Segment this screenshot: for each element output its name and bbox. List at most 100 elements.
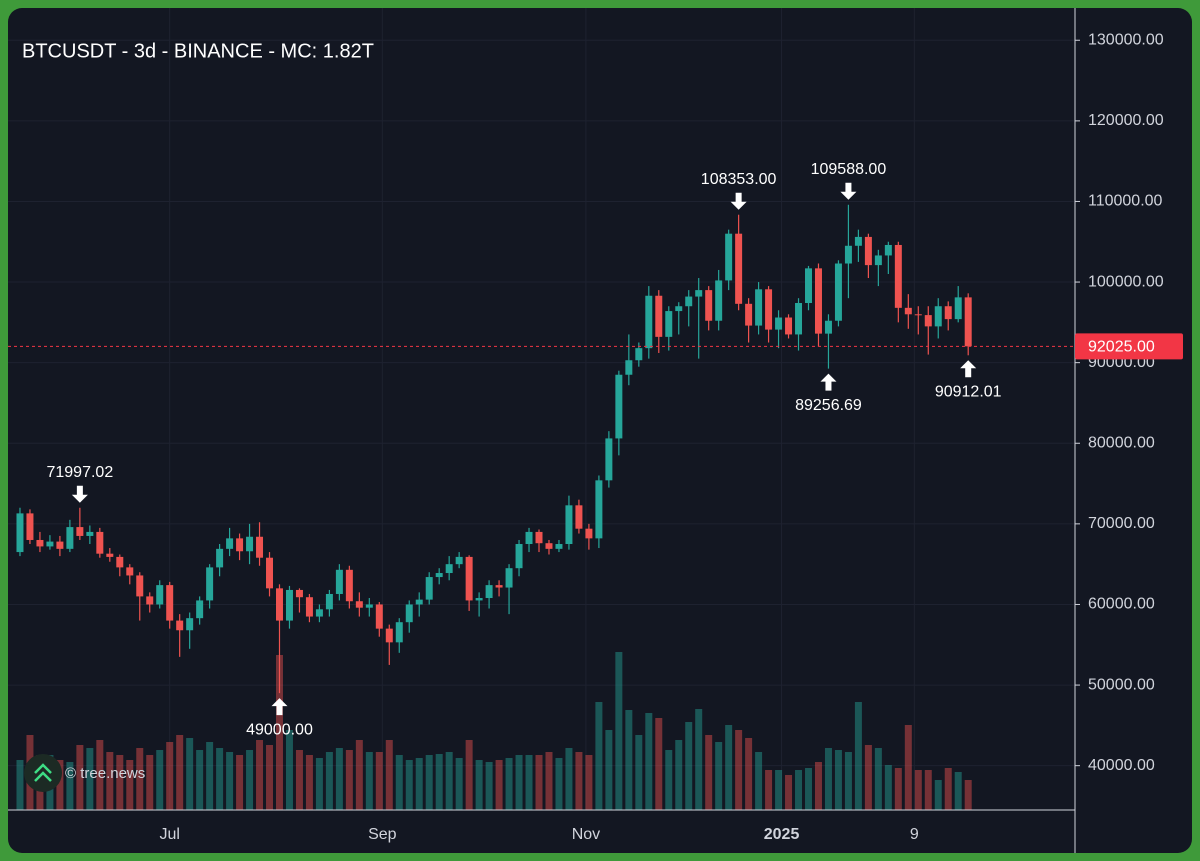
candle-body — [854, 236, 862, 246]
volume-bar — [106, 752, 114, 810]
candle-body — [884, 244, 892, 256]
volume-bar — [575, 752, 583, 810]
volume-layer — [16, 652, 972, 810]
volume-bar — [146, 755, 154, 810]
volume-bar — [355, 740, 363, 810]
volume-bar — [775, 770, 783, 810]
volume-bar — [395, 755, 403, 810]
volume-bar — [206, 742, 214, 810]
candle-body — [705, 290, 713, 321]
candle-body — [635, 348, 643, 361]
candle-body — [136, 575, 144, 597]
annotation-label: 108353.00 — [701, 171, 777, 188]
candle-body — [166, 585, 174, 621]
candle-body — [236, 538, 244, 552]
volume-bar — [435, 754, 443, 810]
volume-bar — [96, 740, 104, 810]
x-tick-label: Nov — [572, 826, 600, 843]
volume-bar — [914, 770, 922, 810]
candle-body — [116, 556, 124, 568]
annotation-arrow — [820, 373, 837, 391]
candle-body — [455, 556, 463, 565]
chart-frame: 71997.02 49000.00 108353.00 109588.00 89256.… — [8, 8, 1192, 853]
candle-body — [964, 297, 972, 347]
candle-body — [585, 528, 593, 539]
candle-body — [725, 233, 733, 281]
volume-bar — [555, 758, 563, 810]
annotation-label: 89256.69 — [795, 397, 862, 414]
y-tick-label: 80000.00 — [1088, 434, 1155, 451]
candle-body — [805, 268, 812, 304]
candle-body — [46, 541, 54, 547]
candle-body — [196, 600, 204, 619]
candle-body — [106, 553, 114, 557]
candle-body — [295, 589, 303, 598]
volume-bar — [445, 752, 453, 810]
volume-bar — [295, 750, 303, 810]
volume-bar — [56, 760, 64, 810]
volume-bar — [285, 730, 293, 810]
candle-body — [325, 593, 333, 610]
y-tick-label: 40000.00 — [1088, 757, 1155, 774]
overlay-layer: 71997.02 49000.00 108353.00 109588.00 89256.… — [8, 161, 1075, 738]
candle-body — [944, 306, 952, 320]
volume-bar — [495, 760, 503, 810]
candle-body — [355, 601, 363, 608]
candle-body — [445, 564, 453, 574]
volume-bar — [515, 755, 523, 810]
candle-body — [555, 544, 563, 549]
candle-body — [275, 588, 283, 621]
y-tick-label: 50000.00 — [1088, 676, 1155, 693]
volume-bar — [844, 752, 852, 810]
candle-body — [395, 622, 403, 643]
candle-body — [385, 628, 393, 643]
volume-bar — [705, 735, 713, 810]
volume-bar — [665, 750, 673, 810]
candle-body — [565, 505, 573, 545]
volume-bar — [126, 760, 134, 810]
candle-body — [864, 236, 872, 266]
candle-body — [914, 314, 922, 316]
candle-body — [655, 295, 663, 337]
annotation-label: 109588.00 — [811, 161, 887, 178]
candle-body — [904, 307, 912, 315]
volume-bar — [645, 713, 653, 810]
volume-bar — [505, 758, 513, 810]
volume-bar — [136, 748, 144, 810]
candle-body — [16, 513, 24, 553]
candle-body — [256, 536, 264, 558]
volume-bar — [186, 738, 194, 810]
candle-body — [765, 289, 773, 330]
candle-body — [834, 263, 842, 321]
candle-body — [775, 317, 783, 330]
volume-bar — [765, 770, 773, 810]
volume-bar — [156, 750, 164, 810]
volume-bar — [256, 740, 264, 810]
candle-body — [595, 480, 603, 539]
volume-bar — [196, 750, 204, 810]
volume-bar — [425, 755, 433, 810]
candle-body — [405, 604, 413, 623]
candle-body — [605, 438, 613, 481]
candle-body — [495, 585, 503, 588]
volume-bar — [854, 702, 862, 810]
volume-bar — [944, 768, 952, 810]
candle-body — [615, 374, 623, 439]
volume-bar — [625, 710, 633, 810]
candle-body — [126, 567, 134, 576]
candle-body — [485, 585, 493, 599]
volume-bar — [635, 735, 643, 810]
y-tick-label: 70000.00 — [1088, 515, 1155, 532]
candle-body — [425, 577, 433, 600]
annotation-arrow — [271, 698, 288, 716]
candle-body — [505, 568, 513, 588]
annotation-arrow — [71, 485, 88, 503]
annotation-arrow — [960, 360, 977, 378]
candle-body — [156, 585, 164, 605]
volume-bar — [275, 655, 283, 810]
candle-body — [515, 544, 523, 569]
y-tick-label: 110000.00 — [1088, 193, 1163, 210]
volume-bar — [525, 755, 533, 810]
candle-body — [26, 513, 34, 540]
candle-body — [954, 297, 962, 320]
